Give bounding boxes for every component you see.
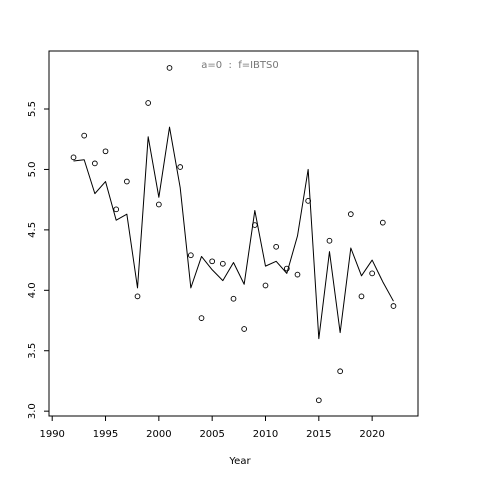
- y-tick-label: 5.0: [27, 161, 38, 177]
- observation-point: [358, 293, 365, 300]
- y-axis: 3.0 3.5 4.0 4.5 5.0 5.5: [27, 101, 49, 419]
- x-tick-label: 1990: [39, 429, 64, 440]
- observation-point: [241, 326, 248, 332]
- data-series: [70, 65, 397, 404]
- observation-point: [230, 295, 237, 302]
- y-tick-label: 4.0: [27, 282, 38, 298]
- observation-point: [113, 206, 120, 213]
- observation-point: [219, 260, 226, 267]
- x-tick-label: 2010: [253, 429, 278, 440]
- observation-point: [156, 201, 162, 208]
- x-tick-label: 2020: [359, 429, 384, 440]
- observation-point: [305, 198, 312, 204]
- observation-point: [209, 258, 216, 265]
- observation-point: [187, 252, 194, 259]
- observation-point: [123, 178, 130, 185]
- observation-point: [134, 293, 141, 300]
- observation-point: [166, 65, 173, 71]
- x-tick-label: 2000: [146, 429, 171, 440]
- observation-point: [326, 237, 333, 244]
- y-tick-label: 4.5: [27, 222, 38, 238]
- observation-point: [369, 270, 375, 277]
- observation-point: [92, 160, 98, 167]
- model-fit-line: [73, 126, 394, 340]
- observation-point: [347, 211, 354, 218]
- observation-point: [251, 222, 258, 228]
- observation-point: [177, 164, 184, 170]
- observation-point: [262, 282, 269, 289]
- x-tick-label: 2015: [306, 429, 331, 440]
- y-tick-label: 3.5: [27, 343, 38, 359]
- x-tick-label: 1995: [93, 429, 118, 440]
- chart-annotation: a=0 : f=IBTS0: [201, 60, 278, 71]
- observation-point: [273, 243, 280, 250]
- observation-point: [390, 303, 397, 309]
- plot-box: [48, 50, 419, 417]
- observation-point: [102, 148, 109, 155]
- observation-point: [145, 100, 152, 106]
- observation-point: [315, 397, 322, 404]
- observation-point: [70, 154, 77, 161]
- observation-point: [81, 132, 88, 139]
- observation-point: [337, 368, 344, 375]
- observation-point: [198, 315, 205, 321]
- observation-point: [379, 219, 386, 226]
- y-tick-label: 5.5: [27, 101, 38, 117]
- x-axis-label: Year: [228, 456, 251, 467]
- observation-point: [294, 271, 301, 278]
- x-tick-label: 2005: [199, 429, 224, 440]
- y-tick-label: 3.0: [27, 403, 38, 419]
- x-axis: 1990 1995 2000 2005 2010 2015 2020: [39, 416, 385, 440]
- observation-point: [283, 265, 290, 272]
